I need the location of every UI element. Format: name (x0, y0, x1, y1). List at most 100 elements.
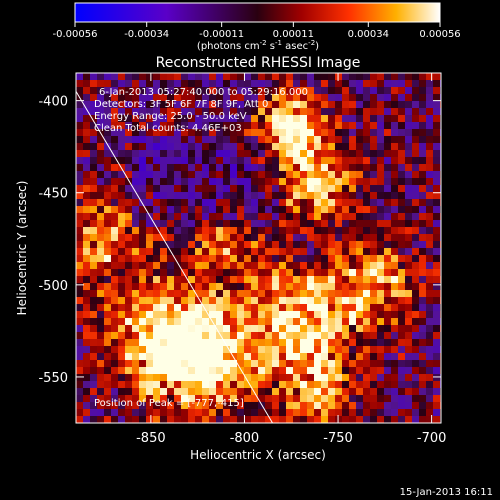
heatmap-cell (265, 234, 272, 241)
heatmap-cell (97, 94, 104, 101)
heatmap-cell (153, 332, 160, 339)
heatmap-cell (433, 367, 440, 374)
heatmap-cell (90, 248, 97, 255)
heatmap-cell (265, 73, 272, 80)
heatmap-cell (251, 80, 258, 87)
heatmap-cell (293, 157, 300, 164)
heatmap-cell (279, 297, 286, 304)
heatmap-cell (293, 269, 300, 276)
heatmap-cell (363, 353, 370, 360)
heatmap-cell (216, 115, 223, 122)
heatmap-cell (342, 360, 349, 367)
heatmap-cell (174, 150, 181, 157)
heatmap-cell (160, 311, 167, 318)
heatmap-cell (321, 241, 328, 248)
heatmap-cell (377, 416, 384, 423)
heatmap-cell (90, 87, 97, 94)
heatmap-cell (335, 395, 342, 402)
heatmap-cell (167, 87, 174, 94)
heatmap-cell (195, 297, 202, 304)
heatmap-cell (76, 402, 83, 409)
heatmap-cell (300, 80, 307, 87)
heatmap-cell (426, 290, 433, 297)
heatmap-cell (195, 136, 202, 143)
heatmap-cell (167, 164, 174, 171)
heatmap-cell (307, 402, 314, 409)
heatmap-cell (174, 416, 181, 423)
heatmap-cell (258, 192, 265, 199)
heatmap-cell (118, 353, 125, 360)
heatmap-cell (328, 416, 335, 423)
heatmap-cell (391, 143, 398, 150)
heatmap-cell (356, 325, 363, 332)
heatmap-cell (405, 213, 412, 220)
heatmap-cell (174, 276, 181, 283)
heatmap-cell (258, 269, 265, 276)
heatmap-cell (433, 353, 440, 360)
heatmap-cell (321, 185, 328, 192)
heatmap-cell (104, 94, 111, 101)
heatmap-cell (405, 325, 412, 332)
heatmap-cell (146, 185, 153, 192)
heatmap-cell (174, 234, 181, 241)
heatmap-cell (300, 122, 307, 129)
heatmap-cell (370, 171, 377, 178)
heatmap-cell (314, 346, 321, 353)
heatmap-cell (118, 269, 125, 276)
heatmap-cell (223, 129, 230, 136)
heatmap-cell (181, 353, 188, 360)
heatmap-cell (363, 157, 370, 164)
heatmap-cell (244, 101, 251, 108)
heatmap-cell (342, 409, 349, 416)
heatmap-cell (97, 192, 104, 199)
heatmap-cell (83, 374, 90, 381)
heatmap-cell (244, 157, 251, 164)
heatmap-cell (307, 325, 314, 332)
heatmap-cell (146, 227, 153, 234)
heatmap-cell (342, 129, 349, 136)
heatmap-cell (265, 213, 272, 220)
heatmap-cell (118, 416, 125, 423)
heatmap-cell (139, 213, 146, 220)
heatmap-cell (356, 171, 363, 178)
heatmap-cell (391, 115, 398, 122)
heatmap-cell (153, 304, 160, 311)
heatmap-cell (251, 409, 258, 416)
heatmap-cell (433, 185, 440, 192)
heatmap-cell (188, 304, 195, 311)
colorbar-tick-label: -0.00056 (53, 29, 98, 40)
heatmap-cell (349, 220, 356, 227)
heatmap-cell (104, 129, 111, 136)
heatmap-cell (209, 381, 216, 388)
heatmap-cell (419, 332, 426, 339)
heatmap-cell (167, 381, 174, 388)
heatmap-cell (342, 248, 349, 255)
heatmap-cell (293, 178, 300, 185)
y-axis-label: Heliocentric Y (arcsec) (15, 181, 29, 316)
heatmap-cell (167, 269, 174, 276)
heatmap-cell (342, 395, 349, 402)
heatmap-cell (328, 395, 335, 402)
heatmap-cell (384, 255, 391, 262)
heatmap-cell (300, 304, 307, 311)
heatmap-cell (272, 269, 279, 276)
heatmap-cell (293, 87, 300, 94)
heatmap-cell (286, 374, 293, 381)
heatmap-cell (412, 136, 419, 143)
heatmap-cell (153, 367, 160, 374)
heatmap-cell (321, 115, 328, 122)
heatmap-cell (209, 178, 216, 185)
heatmap-cell (363, 73, 370, 80)
heatmap-cell (328, 269, 335, 276)
heatmap-cell (384, 164, 391, 171)
heatmap-cell (216, 339, 223, 346)
heatmap-cell (265, 115, 272, 122)
heatmap-cell (412, 402, 419, 409)
heatmap-cell (258, 402, 265, 409)
heatmap-cell (384, 136, 391, 143)
heatmap-cell (342, 381, 349, 388)
heatmap-cell (160, 129, 167, 136)
heatmap-cell (125, 185, 132, 192)
heatmap-cell (160, 206, 167, 213)
heatmap-cell (321, 339, 328, 346)
